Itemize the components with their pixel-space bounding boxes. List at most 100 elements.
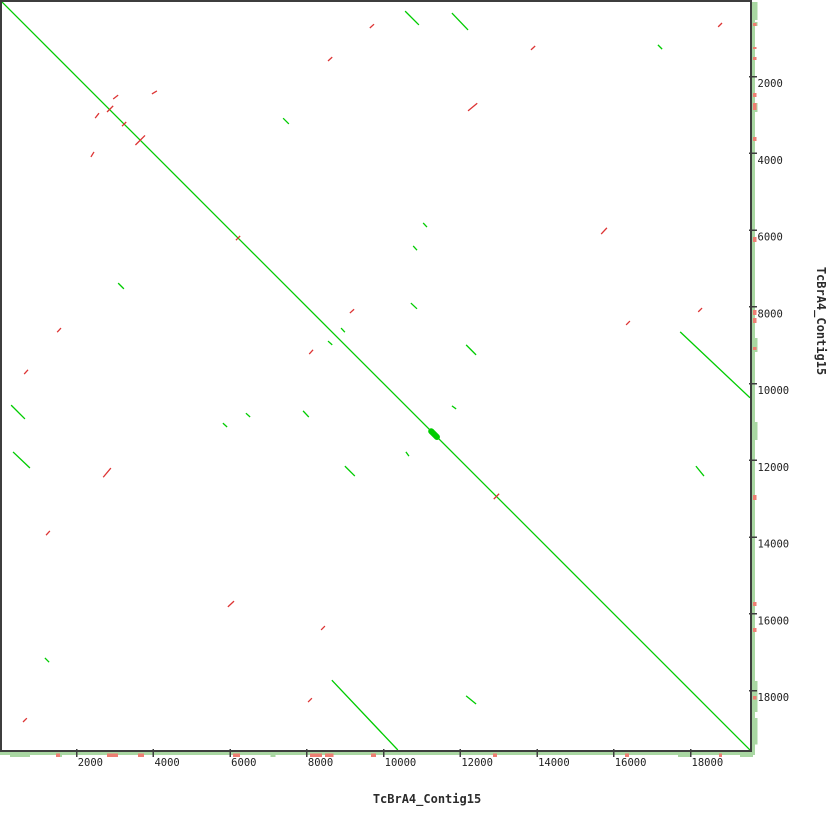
- y-tick-label: 18000: [758, 692, 790, 704]
- x-tick-label: 4000: [154, 757, 179, 769]
- reverse-match-segment: [600, 227, 608, 235]
- right-band-red-mark: [753, 136, 757, 142]
- x-axis: 2000 4000 6000 8000 10000 12000 14000 16000 1800…: [75, 749, 724, 769]
- reverse-match-segment: [467, 102, 478, 112]
- x-tick-label: 14000: [538, 757, 570, 769]
- y-tick-label: 6000: [758, 232, 783, 244]
- reverse-match-segment: [327, 56, 333, 62]
- forward-match-segment: [465, 344, 477, 356]
- forward-match-segment: [412, 245, 418, 251]
- reverse-match-segment: [308, 349, 314, 355]
- bottom-band-red-mark: [309, 753, 322, 757]
- reverse-match-segment: [717, 22, 723, 28]
- right-band-red-mark: [753, 628, 757, 632]
- x-tick-label: 18000: [692, 757, 724, 769]
- forward-match-segment: [282, 117, 290, 125]
- forward-match-segment: [405, 451, 410, 457]
- reverse-match-segment: [106, 105, 114, 113]
- bottom-band-base: [0, 752, 755, 755]
- right-band-red-mark: [753, 46, 757, 50]
- x-tick-label: 16000: [615, 757, 647, 769]
- forward-match-segment: [657, 44, 663, 50]
- reverse-match-segment: [102, 467, 112, 478]
- right-band-blob: [752, 717, 758, 745]
- right-band-red-mark: [753, 237, 757, 243]
- forward-match-segment: [451, 12, 469, 31]
- right-band-red-mark: [753, 102, 757, 111]
- forward-match-segment: [245, 412, 251, 418]
- reverse-match-segment: [151, 90, 158, 95]
- reverse-match-segment: [23, 369, 29, 375]
- bottom-coverage-band: [0, 752, 755, 757]
- forward-match-segment: [12, 451, 31, 469]
- bottom-band-red-mark: [370, 753, 376, 757]
- y-tick-label: 14000: [758, 539, 790, 551]
- forward-match-segment: [327, 340, 333, 346]
- y-axis-title: TcBrA4_Contig15: [813, 267, 828, 375]
- reverse-match-segment: [22, 717, 28, 723]
- bottom-band-blob: [270, 752, 276, 757]
- bottom-band-blob: [740, 752, 754, 757]
- forward-match-segment: [340, 327, 346, 333]
- reverse-match-segment: [227, 600, 235, 608]
- y-tick-label: 12000: [758, 462, 790, 474]
- right-band-red-mark: [753, 695, 757, 700]
- bottom-band-red-mark: [138, 753, 145, 757]
- reverse-match-segment: [349, 308, 355, 314]
- forward-match-segment: [10, 404, 26, 420]
- right-band-red-mark: [753, 318, 757, 324]
- reverse-match-segment: [320, 625, 326, 631]
- x-tick-label: 6000: [231, 757, 256, 769]
- y-tick-label: 2000: [758, 78, 783, 90]
- bottom-band-red-mark: [107, 753, 119, 757]
- bottom-band-blob: [9, 752, 30, 757]
- y-tick-label: 8000: [758, 308, 783, 320]
- main-diagonal: [2, 2, 750, 750]
- x-tick-label: 10000: [385, 757, 417, 769]
- right-band-red-mark: [753, 494, 757, 500]
- right-band-base: [752, 1, 755, 754]
- y-tick-label: 10000: [758, 385, 790, 397]
- right-band-red-mark: [753, 92, 757, 98]
- forward-match-segment: [422, 222, 428, 228]
- forward-match-segment: [465, 695, 477, 705]
- reverse-match-segment: [369, 23, 375, 29]
- x-tick-label: 2000: [78, 757, 103, 769]
- forward-match-segment: [695, 465, 705, 477]
- right-band-red-mark: [753, 57, 757, 60]
- bottom-band-red-mark: [718, 753, 722, 757]
- y-axis: 2000 4000 6000 8000 10000 12000 14000 16000 1800…: [749, 75, 790, 704]
- reverse-match-segment: [134, 134, 146, 146]
- y-tick-label: 16000: [758, 615, 790, 627]
- forward-match-segment: [404, 10, 420, 26]
- reverse-match-segment: [56, 327, 62, 333]
- right-band-red-mark: [753, 601, 757, 606]
- bottom-band-red-mark: [232, 753, 241, 757]
- bottom-band-red-mark: [56, 753, 60, 757]
- forward-match-segment: [331, 679, 399, 750]
- forward-match-segment: [117, 282, 125, 290]
- reverse-match-segment: [121, 121, 127, 127]
- forward-match-segment: [451, 405, 457, 410]
- forward-match-segment: [679, 331, 750, 399]
- right-band-red-mark: [753, 309, 757, 315]
- right-band-blob: [752, 421, 758, 441]
- x-tick-label: 12000: [461, 757, 493, 769]
- forward-match-segment: [44, 657, 50, 663]
- right-band-blob: [752, 1, 758, 20]
- reverse-match-segment: [90, 151, 95, 158]
- y-tick-label: 4000: [758, 155, 783, 167]
- forward-match-segment: [302, 410, 310, 418]
- reverse-match-segment: [625, 320, 631, 326]
- reverse-match-segment: [235, 235, 241, 241]
- alignment-segments: [2, 2, 750, 750]
- forward-match-segment: [344, 465, 356, 477]
- bottom-band-red-mark: [624, 753, 630, 757]
- reverse-match-segment: [112, 94, 119, 100]
- reverse-match-segment: [307, 697, 313, 703]
- right-band-blob: [752, 337, 758, 352]
- reverse-match-segment: [94, 112, 100, 119]
- reverse-match-segment: [530, 45, 536, 51]
